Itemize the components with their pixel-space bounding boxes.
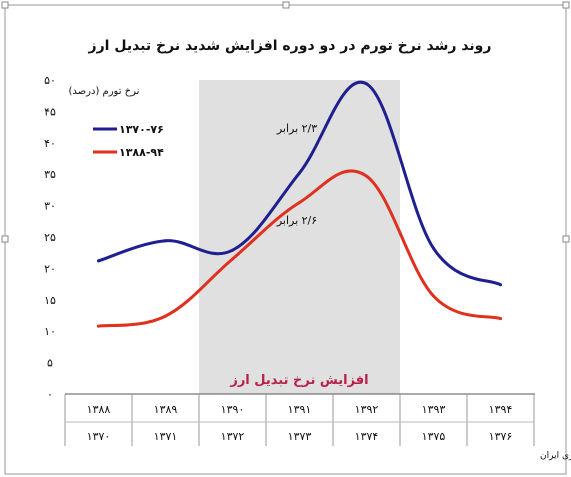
y-tick-label: ۵ [47,357,53,370]
y-tick-label: ۱۵ [44,294,56,307]
resize-handle-top[interactable] [282,1,290,9]
x-tick-label-secondary: ۱۳۷۳ [288,430,312,443]
y-tick-label: ۲۵ [44,231,56,244]
data-point-1388-94 [432,294,435,298]
data-point-1388-94 [365,174,368,178]
data-point-1370-76 [432,246,435,250]
x-tick-label: ۱۳۹۰ [221,403,245,416]
x-tick-label-secondary: ۱۳۷۱ [154,430,178,443]
x-tick-label-secondary: ۱۳۷۲ [221,430,245,443]
x-tick-label: ۱۳۸۹ [154,403,178,416]
y-tick-label: ۵۰ [44,74,56,87]
x-tick-label: ۱۳۹۱ [288,403,312,416]
data-point-1370-76 [164,239,167,243]
x-tick-label: ۱۳۹۴ [489,403,513,416]
resize-handle-top-right[interactable] [562,1,570,9]
y-tick-label: ۳۵ [44,168,56,181]
x-tick-label: ۱۳۸۸ [87,403,111,416]
data-point-1388-94 [499,317,502,321]
y-tick-label: ۳۰ [44,200,56,213]
annotation-ratio-1388-94: ۲/۶ برابر [276,214,317,227]
data-point-1370-76 [499,283,502,287]
y-tick-label: ۴۵ [44,105,56,118]
data-point-1388-94 [231,257,234,261]
legend: ۱۳۷۰-۷۶ ۱۳۸۸-۹۴ [93,123,164,159]
x-tick-label-secondary: ۱۳۷۰ [87,430,111,443]
x-tick-label: ۱۳۹۲ [355,403,379,416]
resize-handle-top-left[interactable] [1,1,9,9]
y-tick-label: ۰ [47,388,53,401]
shaded-period [199,80,400,394]
x-tick-label-secondary: ۱۳۷۵ [422,430,446,443]
data-point-1370-76 [365,82,368,86]
y-tick-label: ۴۰ [44,137,56,150]
y-axis-ticks: ۰ ۵ ۱۰ ۱۵ ۲۰ ۲۵ ۳۰ ۳۵ ۴۰ ۴۵ ۵۰ [44,74,56,401]
annotation-ratio-1370-76: ۲/۳ برابر [276,122,317,135]
source-note: تحلیل و استنتاج: احسان سلطانی بر اساس دا… [540,451,571,461]
data-points [97,82,502,328]
resize-handle-right[interactable] [562,235,570,243]
data-point-1370-76 [231,248,234,252]
data-point-1388-94 [298,200,301,204]
data-point-1388-94 [164,314,167,318]
x-tick-label-secondary: ۱۳۷۶ [489,430,513,443]
data-point-1370-76 [97,259,100,263]
data-point-1388-94 [97,324,100,328]
x-axis-table: ۱۳۸۸ ۱۳۸۹ ۱۳۹۰ ۱۳۹۱ ۱۳۹۲ ۱۳۹۳ ۱۳۹۴ ۱۳۷۰ ۱۳۷۱ ۱۳۷۲… [64,394,535,446]
y-axis-label: نرخ تورم (درصد) [69,86,140,97]
y-tick-label: ۱۰ [44,325,56,338]
resize-handle-left[interactable] [1,235,9,243]
legend-label-1370-76: ۱۳۷۰-۷۶ [119,123,164,136]
data-point-1370-76 [298,171,301,175]
chart-title: روند رشد نرخ تورم در دو دوره افزایش شدید… [88,38,492,54]
x-tick-label-secondary: ۱۳۷۴ [355,430,379,443]
x-tick-label: ۱۳۹۳ [422,403,446,416]
shaded-period-label: افزایش نرخ تبدیل ارز [229,373,368,388]
y-tick-label: ۲۰ [44,262,56,275]
legend-label-1388-94: ۱۳۸۸-۹۴ [119,146,164,159]
